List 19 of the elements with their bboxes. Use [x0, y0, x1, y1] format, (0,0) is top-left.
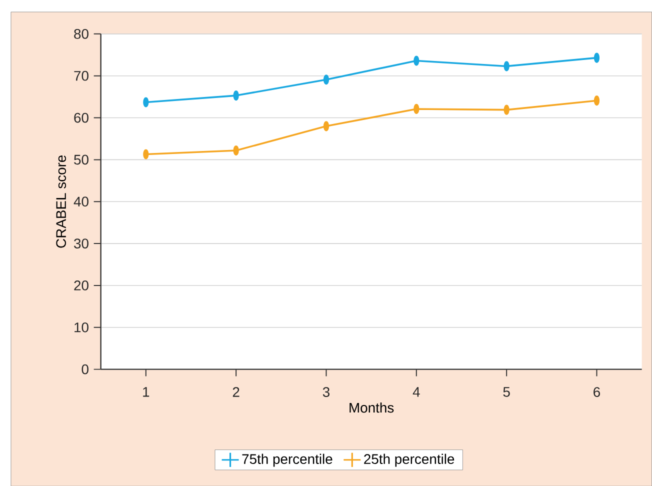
- y-axis-title: CRABEL score: [56, 155, 66, 248]
- x-axis-title: Months: [350, 402, 394, 413]
- y-tick-label: 0: [82, 364, 88, 374]
- x-tick-label: 6: [594, 386, 600, 397]
- x-tick-label: 5: [503, 386, 510, 397]
- y-tick-label: 30: [74, 238, 88, 248]
- y-tick-label: 10: [74, 322, 88, 332]
- y-tick-label: 20: [74, 280, 88, 290]
- y-tick-label: 40: [74, 196, 88, 206]
- y-tick-label: 60: [74, 112, 88, 123]
- x-tick-label: 3: [322, 386, 330, 397]
- y-tick-label: 50: [74, 154, 88, 164]
- legend-label: 75th percentile: [242, 454, 332, 467]
- x-tick-label: 2: [232, 386, 240, 397]
- x-tick-label: 1: [143, 386, 150, 397]
- y-tick-label: 80: [74, 28, 88, 39]
- legend-label: 25th percentile: [364, 454, 454, 467]
- y-tick-label: 70: [74, 70, 88, 81]
- x-tick-label: 4: [412, 386, 420, 397]
